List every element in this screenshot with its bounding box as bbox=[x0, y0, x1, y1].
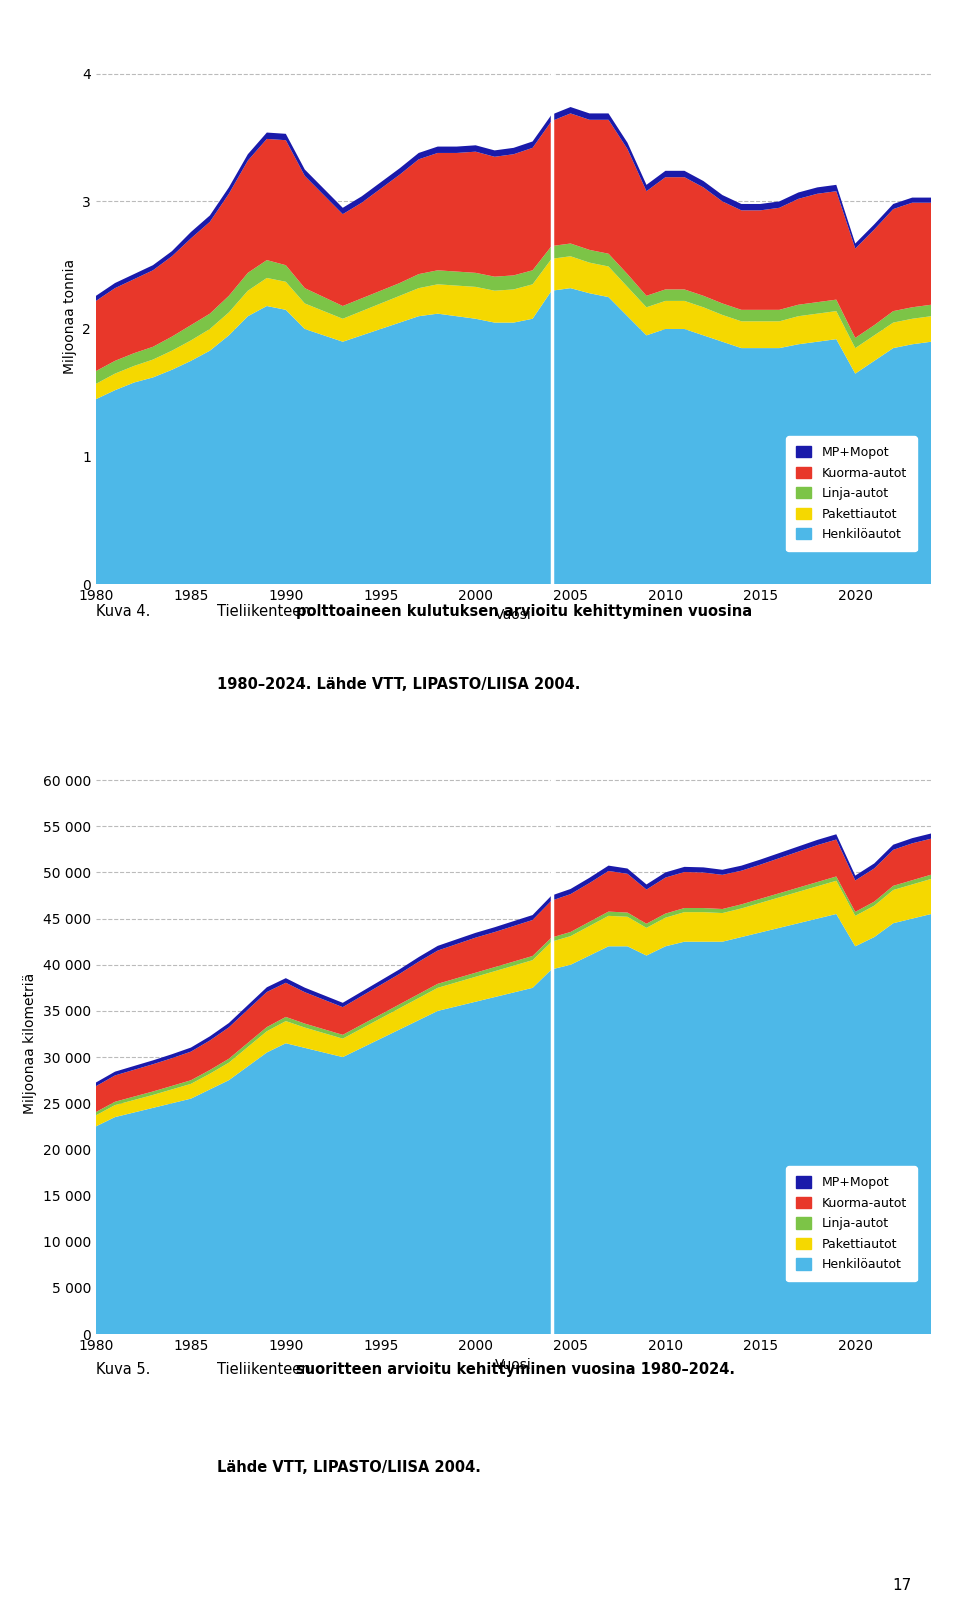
Text: 1980–2024. Lähde VTT, LIPASTO/LIISA 2004.: 1980–2024. Lähde VTT, LIPASTO/LIISA 2004… bbox=[217, 677, 581, 692]
Text: suoritteen arvioitu kehittyminen vuosina 1980–2024.: suoritteen arvioitu kehittyminen vuosina… bbox=[297, 1362, 735, 1377]
Legend: MP+Mopot, Kuorma-autot, Linja-autot, Pakettiautot, Henkilöautot: MP+Mopot, Kuorma-autot, Linja-autot, Pak… bbox=[786, 435, 917, 551]
Text: Kuva 4.: Kuva 4. bbox=[96, 604, 151, 619]
X-axis label: Vuosi: Vuosi bbox=[495, 608, 532, 622]
Y-axis label: Miljoonaa tonnia: Miljoonaa tonnia bbox=[62, 258, 77, 374]
Text: Tieliikenteen: Tieliikenteen bbox=[217, 1362, 315, 1377]
Text: 17: 17 bbox=[893, 1578, 912, 1593]
Legend: MP+Mopot, Kuorma-autot, Linja-autot, Pakettiautot, Henkilöautot: MP+Mopot, Kuorma-autot, Linja-autot, Pak… bbox=[786, 1165, 917, 1282]
Text: Tieliikenteen: Tieliikenteen bbox=[217, 604, 315, 619]
Y-axis label: Miljoonaa kilometriä: Miljoonaa kilometriä bbox=[23, 972, 37, 1114]
X-axis label: Vuosi: Vuosi bbox=[495, 1359, 532, 1372]
Text: Kuva 5.: Kuva 5. bbox=[96, 1362, 151, 1377]
Text: Lähde VTT, LIPASTO/LIISA 2004.: Lähde VTT, LIPASTO/LIISA 2004. bbox=[217, 1460, 481, 1475]
Text: polttoaineen kulutuksen arvioitu kehittyminen vuosina: polttoaineen kulutuksen arvioitu kehitty… bbox=[297, 604, 753, 619]
